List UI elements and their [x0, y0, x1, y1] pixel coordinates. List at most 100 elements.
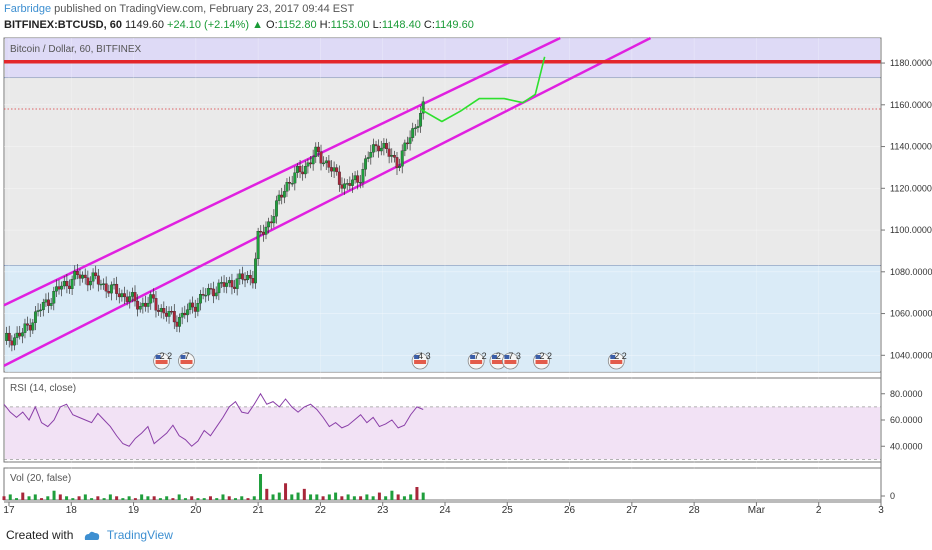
candle-body	[144, 302, 147, 307]
candle-body	[269, 221, 273, 224]
volume-bar	[409, 494, 413, 500]
candle-body	[301, 171, 305, 175]
x-tick-label: 25	[502, 505, 514, 516]
candle-body	[120, 293, 124, 298]
candle-body	[204, 294, 208, 297]
candle-body	[248, 275, 252, 279]
volume-tick-label: 0	[890, 491, 895, 501]
candle-body	[272, 216, 276, 224]
candle-body	[41, 302, 45, 311]
candle-body	[115, 283, 119, 294]
us-flag-canton	[414, 355, 420, 359]
candle-body	[31, 322, 35, 331]
candle-body	[109, 284, 113, 294]
candle-body	[172, 311, 176, 323]
volume-bar	[359, 496, 363, 500]
open-value: 1152.80	[277, 19, 317, 31]
us-flag-canton	[491, 355, 497, 359]
candle-body	[199, 294, 202, 304]
candle-body	[185, 309, 189, 316]
candle-body	[28, 325, 32, 331]
volume-bar	[302, 488, 306, 500]
candle-body	[164, 312, 168, 317]
volume-bar	[102, 498, 106, 500]
volume-bar	[415, 487, 419, 500]
projection-path	[419, 56, 546, 123]
candle-body	[217, 282, 221, 294]
candle-body	[141, 302, 145, 307]
candle-body	[324, 160, 328, 164]
volume-bar	[334, 492, 338, 500]
volume-bar	[390, 490, 394, 500]
candle-body	[138, 306, 142, 310]
candle-body	[159, 308, 163, 312]
y-tick-label: 1100.0000	[890, 225, 932, 235]
candle-body	[52, 291, 56, 304]
volume-bar	[52, 490, 56, 500]
us-flag-canton	[535, 355, 541, 359]
candle-body	[227, 280, 231, 284]
candle-body	[220, 282, 223, 284]
volume-bar	[365, 494, 369, 500]
volume-bar	[121, 498, 125, 500]
candle-body	[60, 285, 64, 290]
candle-body	[280, 194, 284, 198]
candle-body	[180, 312, 184, 318]
x-tick-label: 20	[190, 505, 202, 516]
candle-body	[99, 283, 103, 286]
candle-body	[191, 302, 195, 308]
candle-body	[419, 113, 423, 127]
volume-bar	[384, 496, 388, 500]
candle-body	[62, 281, 66, 287]
x-tick-label: 23	[377, 505, 389, 516]
candle-body	[406, 142, 409, 145]
candle-body	[275, 200, 278, 217]
event-marker-label: 2	[496, 351, 501, 361]
rsi-tick-label: 60.0000	[890, 415, 923, 425]
candle-body	[311, 156, 315, 165]
x-tick-label: 18	[66, 505, 78, 516]
author-link[interactable]: Farbridge	[4, 3, 52, 15]
candle-body	[146, 302, 150, 307]
volume-bar	[309, 494, 313, 500]
x-tick-label: 27	[626, 505, 638, 516]
us-flag-canton	[504, 355, 510, 359]
candle-body	[162, 308, 166, 314]
high-value: 1153.00	[330, 19, 370, 31]
candle-body	[117, 293, 121, 298]
y-tick-label: 1180.0000	[890, 58, 932, 68]
candle-body	[91, 272, 95, 282]
candle-body	[335, 167, 339, 173]
candle-body	[290, 183, 294, 185]
volume-bar	[277, 492, 281, 500]
candle-body	[112, 283, 116, 286]
candle-body	[327, 160, 331, 168]
candle-body	[44, 299, 48, 303]
volume-bar	[115, 496, 119, 500]
candle-body	[214, 292, 218, 297]
volume-pane	[3, 467, 882, 501]
candle-body	[83, 274, 87, 278]
candle-body	[193, 306, 197, 312]
candle-body	[377, 145, 381, 152]
candle-body	[104, 283, 108, 292]
volume-bar	[352, 496, 356, 500]
rsi-title: RSI (14, close)	[10, 383, 76, 394]
volume-bar	[246, 498, 250, 500]
candle-body	[293, 172, 297, 184]
candle-body	[261, 231, 265, 235]
candle-body	[316, 146, 320, 152]
candle-body	[107, 291, 111, 294]
rsi-tick-label: 80.0000	[890, 389, 923, 399]
candle-body	[212, 288, 216, 297]
volume-bar	[183, 498, 187, 500]
tradingview-brand[interactable]: TradingView	[106, 528, 173, 542]
candle-body	[47, 299, 50, 306]
volume-bar	[196, 498, 200, 500]
close-label: C:	[423, 19, 435, 31]
candle-body	[295, 166, 299, 173]
channel-upper-line	[3, 36, 561, 307]
candle-body	[230, 280, 234, 288]
candle-body	[225, 282, 229, 287]
